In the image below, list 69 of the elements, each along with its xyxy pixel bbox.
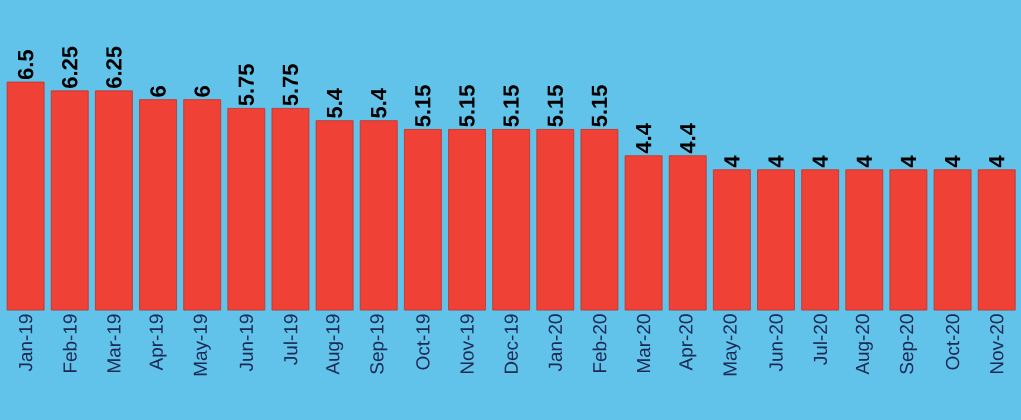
bar — [712, 169, 751, 311]
bar — [50, 90, 89, 311]
x-tick-label: Sep-19 — [370, 314, 388, 374]
x-tick-label: Mar-19 — [107, 314, 121, 372]
data-label: 4 — [724, 155, 740, 168]
bar — [757, 169, 795, 311]
data-label: 5.15 — [591, 85, 608, 127]
x-tick-label: Feb-20 — [592, 314, 607, 372]
bar — [801, 169, 840, 311]
data-label: 5.75 — [282, 64, 299, 106]
data-label: 4 — [900, 155, 916, 168]
x-tick-label: Jan-20 — [548, 314, 563, 372]
x-tick-label: May-20 — [723, 314, 741, 376]
data-label: 5.4 — [371, 88, 387, 118]
bar — [359, 120, 398, 311]
bar — [6, 81, 45, 311]
bar — [933, 169, 972, 311]
x-tick-label: Aug-20 — [855, 314, 873, 375]
x-tick-label: Sep-20 — [899, 314, 917, 374]
bar — [580, 129, 619, 311]
data-label: 4 — [812, 155, 828, 168]
x-tick-label: Nov-20 — [990, 314, 1004, 374]
x-tick-label: Feb-19 — [62, 314, 77, 372]
bar — [315, 120, 354, 311]
x-tick-label: May-19 — [193, 314, 211, 376]
data-label: 5.15 — [415, 85, 431, 127]
x-tick-label: Apr-20 — [679, 314, 697, 371]
data-label: 6.5 — [17, 50, 34, 80]
data-label: 4 — [945, 155, 961, 168]
data-label: 5.4 — [326, 88, 343, 118]
x-tick-label: Dec-19 — [504, 314, 518, 374]
bar — [183, 99, 222, 311]
data-label: 5.75 — [238, 64, 254, 106]
bar — [668, 155, 707, 311]
x-tick-label: Jul-20 — [813, 314, 828, 365]
bar — [624, 155, 663, 311]
data-label: 5.15 — [459, 85, 475, 127]
x-tick-label: Jan-19 — [18, 314, 33, 372]
data-label: 6 — [194, 85, 210, 97]
x-tick-label: Apr-19 — [149, 314, 167, 371]
bar — [139, 99, 177, 311]
data-label: 6.25 — [106, 46, 122, 88]
data-label: 6.25 — [61, 46, 78, 88]
x-tick-label: Jul-19 — [283, 314, 298, 365]
data-label: 4 — [856, 155, 872, 168]
bar — [492, 129, 531, 311]
x-tick-label: Oct-19 — [416, 314, 430, 370]
data-label: 4 — [768, 155, 784, 168]
data-label: 6 — [150, 85, 166, 97]
x-tick-label: Mar-20 — [636, 314, 651, 372]
data-label: 4.4 — [680, 123, 696, 154]
bar — [977, 169, 1016, 311]
bar — [227, 107, 266, 311]
x-tick-label: Aug-19 — [326, 314, 344, 375]
data-label: 4 — [989, 155, 1005, 168]
bar — [845, 169, 884, 311]
bar — [94, 90, 133, 311]
x-tick-label: Jun-20 — [769, 314, 783, 372]
x-tick-label: Oct-20 — [945, 314, 960, 370]
data-label: 5.15 — [503, 85, 519, 127]
bar — [536, 129, 575, 311]
x-tick-label: Jun-19 — [239, 314, 254, 372]
data-label: 5.15 — [547, 85, 563, 127]
bar — [448, 129, 486, 311]
data-label: 4.4 — [636, 123, 652, 154]
bar — [271, 107, 310, 311]
bar — [889, 169, 928, 311]
bar — [403, 129, 442, 311]
x-tick-label: Nov-19 — [460, 314, 474, 374]
